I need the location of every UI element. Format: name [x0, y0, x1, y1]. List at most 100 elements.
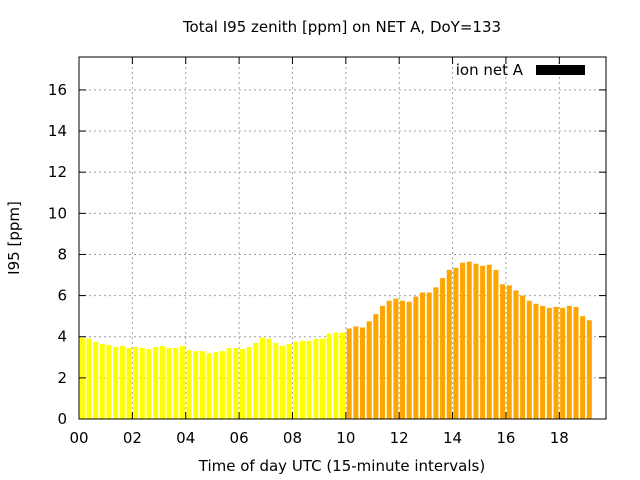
bar — [480, 265, 486, 419]
bar — [346, 328, 352, 419]
bar — [273, 342, 279, 419]
bar — [513, 290, 519, 419]
bar — [159, 345, 165, 419]
y-tick-label: 4 — [57, 328, 67, 346]
bar — [500, 284, 506, 419]
x-tick-label: 16 — [496, 429, 515, 447]
bar — [266, 338, 272, 419]
y-tick-label: 16 — [48, 81, 67, 99]
chart-title: Total I95 zenith [ppm] on NET A, DoY=133 — [182, 18, 501, 36]
bar — [133, 347, 139, 419]
plot-border — [78, 56, 607, 420]
y-tick-label: 0 — [57, 410, 67, 428]
bar — [340, 332, 345, 419]
bar — [493, 269, 499, 419]
x-tick-label: 06 — [230, 429, 249, 447]
bar — [93, 341, 99, 419]
bar — [186, 350, 192, 419]
bar — [239, 349, 245, 419]
bar — [173, 348, 179, 419]
bar — [326, 333, 332, 419]
bar — [226, 348, 232, 419]
bar — [199, 351, 205, 420]
y-tick-label: 8 — [57, 245, 67, 263]
x-tick-label: 14 — [443, 429, 462, 447]
y-tick-label: 2 — [57, 369, 67, 387]
y-tick-label: 10 — [48, 204, 67, 222]
bar — [253, 342, 259, 419]
bar — [533, 303, 539, 419]
bar — [553, 306, 559, 419]
bar — [540, 305, 546, 420]
bar — [106, 344, 112, 419]
bar — [366, 321, 372, 419]
bar — [426, 292, 432, 419]
bar — [306, 340, 312, 419]
bar — [193, 351, 199, 420]
bars — [79, 261, 592, 420]
bar — [333, 332, 339, 419]
grid-lines — [79, 57, 606, 419]
bar — [453, 267, 459, 419]
x-tick-label: 10 — [336, 429, 355, 447]
bar — [413, 296, 419, 419]
bar — [420, 292, 426, 419]
bar — [486, 264, 492, 419]
bar — [213, 352, 219, 419]
bar — [119, 345, 125, 419]
x-axis-label: Time of day UTC (15-minute intervals) — [198, 457, 485, 475]
bar — [146, 349, 152, 419]
bar — [360, 327, 366, 419]
bar — [440, 278, 446, 419]
bar — [586, 320, 592, 419]
x-tick-label: 12 — [390, 429, 409, 447]
x-tick-label: 08 — [283, 429, 302, 447]
bar — [279, 345, 285, 419]
y-tick-label: 6 — [57, 287, 67, 305]
bar — [113, 347, 119, 419]
bar — [393, 298, 399, 419]
bar — [566, 305, 572, 420]
y-tick-label: 14 — [48, 122, 67, 140]
bar — [353, 326, 359, 419]
bar — [126, 348, 132, 419]
bar — [99, 343, 105, 419]
bar — [206, 353, 212, 419]
bar — [246, 347, 252, 419]
x-tick-label: 02 — [123, 429, 142, 447]
bar — [386, 300, 392, 419]
bar — [406, 301, 412, 419]
bar — [313, 338, 319, 419]
bar — [526, 300, 532, 419]
bar — [299, 340, 305, 419]
bar — [373, 314, 379, 419]
bar — [286, 343, 292, 419]
bar — [139, 348, 145, 419]
bar — [546, 307, 552, 419]
x-tick-label: 04 — [176, 429, 195, 447]
bar — [233, 348, 239, 419]
bar — [153, 347, 159, 419]
bar — [446, 269, 452, 419]
bar — [580, 316, 586, 419]
bar — [319, 338, 325, 419]
bar — [380, 305, 386, 420]
legend-swatch — [536, 65, 585, 75]
bar — [460, 262, 466, 419]
bar — [179, 345, 185, 419]
bar — [259, 337, 265, 419]
y-axis-label: I95 [ppm] — [5, 201, 23, 275]
bar — [466, 261, 472, 419]
bar — [520, 295, 526, 419]
bar — [166, 348, 172, 419]
bar — [560, 307, 566, 419]
bar — [400, 300, 406, 419]
bar — [79, 337, 85, 419]
bar — [86, 338, 92, 419]
bar — [219, 351, 225, 420]
legend: ion net A — [456, 61, 585, 79]
bar — [473, 263, 479, 419]
x-tick-label: 18 — [550, 429, 569, 447]
